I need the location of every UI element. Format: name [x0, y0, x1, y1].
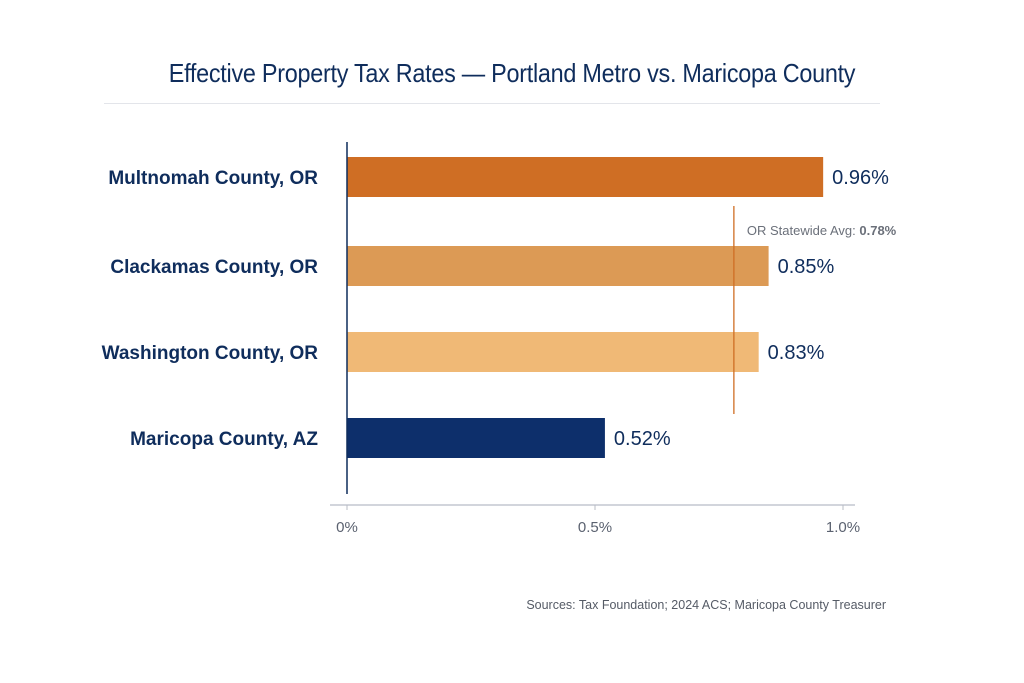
value-label: 0.52% [614, 428, 671, 450]
x-tick-label: 0.5% [578, 519, 612, 536]
bar [347, 246, 769, 286]
category-label: Clackamas County, OR [110, 257, 318, 278]
category-label: Multnomah County, OR [108, 168, 318, 189]
category-label: Washington County, OR [102, 343, 319, 364]
value-label: 0.83% [768, 342, 825, 364]
source-note: Sources: Tax Foundation; 2024 ACS; Maric… [526, 598, 886, 612]
title-divider [104, 103, 880, 104]
x-tick-label: 1.0% [826, 519, 860, 536]
reference-line-label: OR Statewide Avg: 0.78% [747, 223, 897, 238]
x-tick-label: 0% [336, 519, 358, 536]
category-label: Maricopa County, AZ [130, 429, 318, 450]
value-label: 0.96% [832, 167, 889, 189]
bar [347, 418, 605, 458]
chart-title: Effective Property Tax Rates — Portland … [168, 58, 856, 88]
bar [347, 157, 824, 197]
bar [347, 332, 759, 372]
value-label: 0.85% [778, 256, 835, 278]
